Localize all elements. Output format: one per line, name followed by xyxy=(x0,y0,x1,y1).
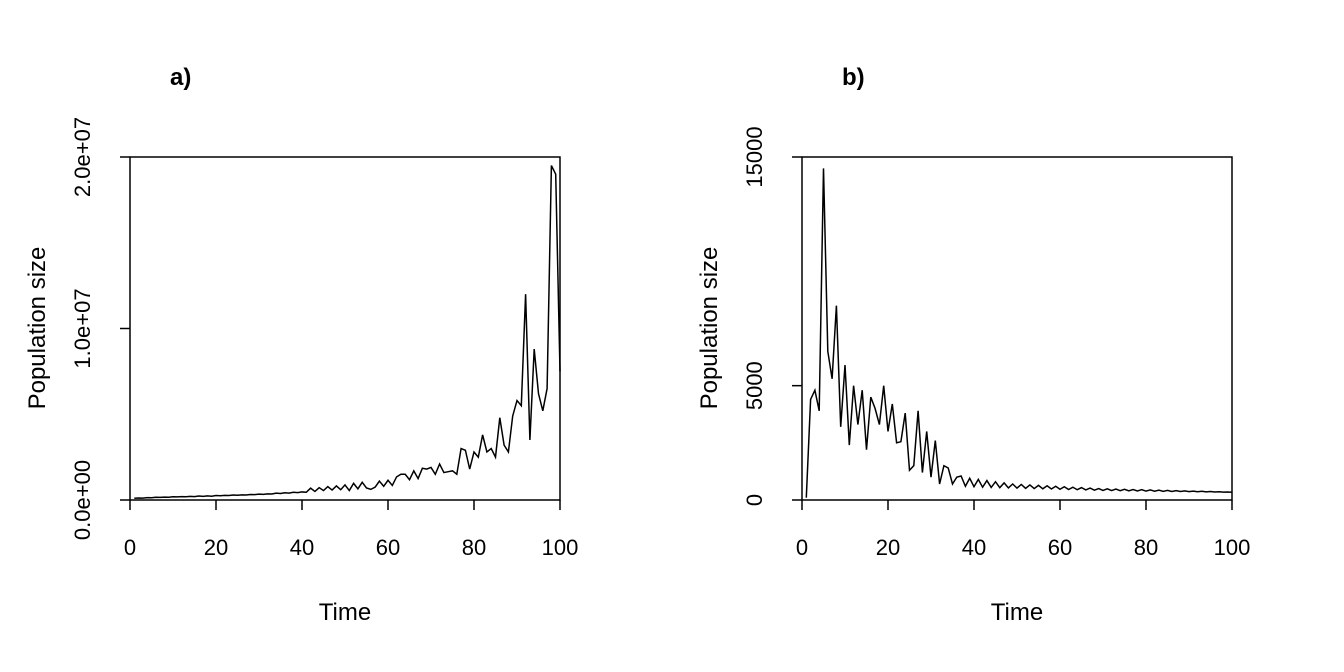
x-tick-label: 100 xyxy=(542,535,579,560)
y-tick-label: 2.0e+07 xyxy=(70,117,95,197)
panel-title: b) xyxy=(842,64,865,91)
x-tick-label: 20 xyxy=(204,535,228,560)
chart-container: 0 20 40 60 80 100 0.0e+00 1.0e+07 2.0e+07 Time Pop… xyxy=(0,0,1344,672)
y-tick-label: 15000 xyxy=(742,126,767,187)
x-tick-label: 80 xyxy=(462,535,486,560)
series-line xyxy=(134,166,560,499)
x-tick-label: 60 xyxy=(1048,535,1072,560)
x-tick-label: 20 xyxy=(876,535,900,560)
plot-border xyxy=(130,157,560,500)
series-line xyxy=(806,168,1232,497)
x-axis-title: Time xyxy=(991,599,1043,626)
y-axis-title: Population size xyxy=(24,247,51,410)
chart-a-svg: 0 20 40 60 80 100 0.0e+00 1.0e+07 2.0e+07 Time Pop… xyxy=(0,0,672,672)
x-axis-title: Time xyxy=(319,599,371,626)
x-tick-label: 100 xyxy=(1214,535,1251,560)
panel-b: 0 20 40 60 80 100 0 5000 15000 Time Population siz… xyxy=(672,0,1344,672)
x-tick-label: 40 xyxy=(290,535,314,560)
y-tick-label: 0 xyxy=(742,494,767,506)
panel-a: 0 20 40 60 80 100 0.0e+00 1.0e+07 2.0e+07 Time Pop… xyxy=(0,0,672,672)
y-tick-label: 0.0e+00 xyxy=(70,460,95,540)
panel-title: a) xyxy=(170,64,191,91)
x-tick-label: 0 xyxy=(124,535,136,560)
y-tick-label: 1.0e+07 xyxy=(70,288,95,368)
x-tick-label: 40 xyxy=(962,535,986,560)
y-tick-label: 5000 xyxy=(742,361,767,410)
x-tick-label: 80 xyxy=(1134,535,1158,560)
chart-b-svg: 0 20 40 60 80 100 0 5000 15000 Time Population siz… xyxy=(672,0,1344,672)
x-tick-label: 0 xyxy=(796,535,808,560)
y-axis-title: Population size xyxy=(696,247,723,410)
x-tick-label: 60 xyxy=(376,535,400,560)
